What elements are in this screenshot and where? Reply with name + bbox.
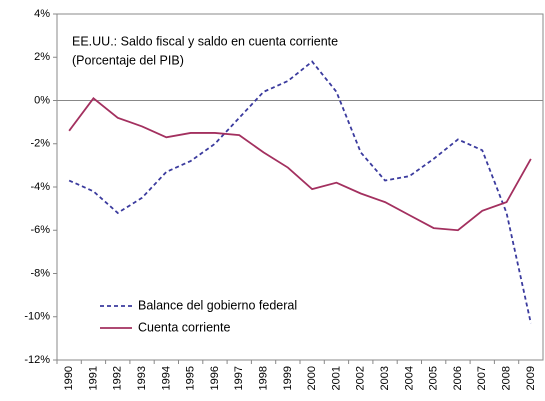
x-tick-label: 2007 bbox=[476, 366, 488, 390]
x-tick-label: 2005 bbox=[428, 366, 440, 390]
series-line bbox=[68, 97, 532, 232]
x-tick-label: 2006 bbox=[452, 366, 464, 390]
x-tick-label: 1996 bbox=[209, 366, 221, 390]
x-tick-label: 2001 bbox=[330, 366, 342, 390]
y-tick-label: 2% bbox=[34, 51, 50, 63]
x-tick-label: 1997 bbox=[233, 366, 245, 390]
legend-label: Balance del gobierno federal bbox=[138, 298, 297, 312]
x-tick-label: 2008 bbox=[500, 366, 512, 390]
y-tick-label: -4% bbox=[30, 181, 50, 193]
x-tick-label: 1999 bbox=[282, 366, 294, 390]
x-tick-label: 1991 bbox=[87, 366, 99, 390]
y-tick-label: -8% bbox=[30, 267, 50, 279]
series-line bbox=[68, 60, 532, 324]
y-tick-label: -2% bbox=[30, 138, 50, 150]
x-tick-label: 1993 bbox=[136, 366, 148, 390]
x-tick-label: 2002 bbox=[355, 366, 367, 390]
y-tick-label: -10% bbox=[24, 311, 50, 323]
y-tick-label: -12% bbox=[24, 354, 50, 366]
x-tick-label: 1995 bbox=[185, 366, 197, 390]
legend-label: Cuenta corriente bbox=[138, 320, 230, 334]
x-tick-label: 1994 bbox=[160, 366, 172, 390]
y-tick-label: -6% bbox=[30, 224, 50, 236]
x-tick-label: 2003 bbox=[379, 366, 391, 390]
y-tick-label: 0% bbox=[34, 94, 50, 106]
x-tick-label: 1992 bbox=[112, 366, 124, 390]
x-tick-label: 2009 bbox=[525, 366, 537, 390]
x-tick-label: 1998 bbox=[257, 366, 269, 390]
x-tick-label: 2000 bbox=[306, 366, 318, 390]
x-tick-label: 2004 bbox=[403, 366, 415, 390]
chart-subtitle: (Porcentaje del PIB) bbox=[72, 53, 184, 67]
y-tick-label: 4% bbox=[34, 8, 50, 20]
chart-title: EE.UU.: Saldo fiscal y saldo en cuenta c… bbox=[72, 34, 338, 48]
x-tick-label: 1990 bbox=[63, 366, 75, 390]
